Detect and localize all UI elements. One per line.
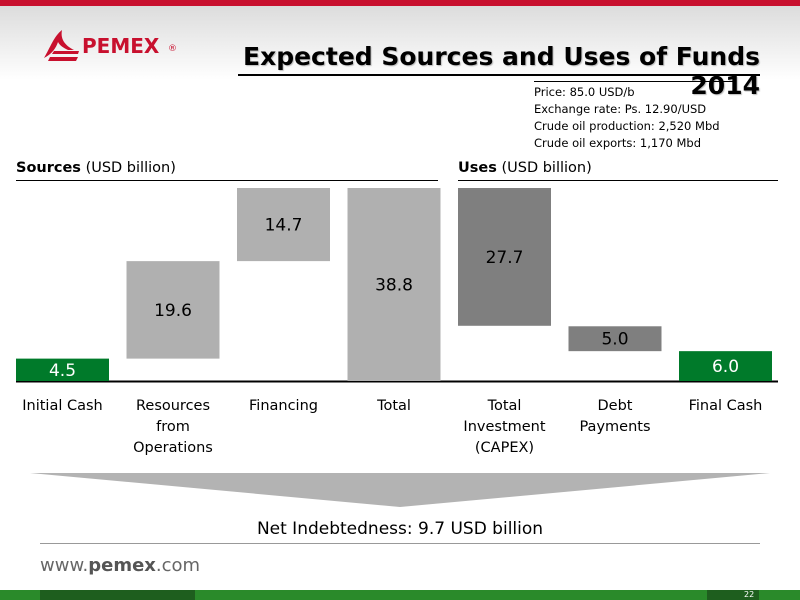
footer-bar [0,590,800,600]
sources-heading-unit: (USD billion) [85,160,176,176]
url-brand: pemex [88,555,156,576]
category-label-line: Total [377,398,411,414]
url-suffix: .com [155,555,201,576]
net-indebtedness-label: Net Indebtedness: [256,519,419,539]
assumptions-rule [534,81,736,82]
footer-accent-right [707,590,759,600]
bar-value-label: 19.6 [154,301,192,321]
uses-rule [458,180,778,181]
sources-heading: Sources (USD billion) [16,160,176,176]
footer-accent-left [40,590,195,600]
bar-initial-cash [16,358,109,381]
net-indebtedness: Net Indebtedness: 9.7 USD billion [0,519,800,539]
bar-value-label: 14.7 [265,216,303,236]
assumption-price: Price: 85.0 USD/b [534,85,635,99]
brand-name: PEMEX [82,34,160,58]
category-label-line: Debt [597,398,633,414]
category-label-line: Payments [579,419,651,435]
category-label-line: Resources [135,398,211,414]
top-accent-bar [0,0,800,6]
category-label-line: Final Cash [688,398,763,414]
net-indebtedness-value: 9.7 USD billion [418,519,544,539]
assumption-exports: Crude oil exports: 1,170 Mbd [534,136,702,150]
title-underline [238,74,760,76]
assumption-exchange-rate: Exchange rate: Ps. 12.90/USD [534,102,707,116]
assumption-production: Crude oil production: 2,520 Mbd [534,119,720,133]
category-label: Initial Cash [7,396,119,417]
down-arrow-icon [30,473,770,507]
bar-value-label: 38.8 [375,276,413,296]
category-label-line: Operations [133,440,213,456]
sources-rule [16,180,438,181]
assumptions-block: Price: 85.0 USD/b Exchange rate: Ps. 12.… [534,84,720,152]
registered-mark: ® [168,44,177,54]
bar-value-label: 6.0 [712,357,739,377]
category-label: Final Cash [670,396,782,417]
bar-total-investment-capex [458,188,551,326]
uses-heading-unit: (USD billion) [501,160,592,176]
pemex-logo-icon [44,30,79,61]
category-label: Total [338,396,450,417]
footer-divider [40,543,760,544]
bar-value-label: 5.0 [601,330,628,350]
category-label: Debt Payments [559,396,671,438]
bar-debt-payments [568,326,662,352]
header-background [0,6,800,80]
category-label-line: from [156,419,190,435]
uses-heading: Uses (USD billion) [458,160,592,176]
category-label-line: Total [487,398,522,414]
url-prefix: www. [40,555,89,576]
sources-heading-label: Sources [16,160,81,176]
category-label-line: Investment [463,419,546,435]
category-label-line: Initial Cash [22,398,103,414]
bar-final-cash [679,351,772,381]
category-label-line: (CAPEX) [474,440,535,456]
uses-heading-label: Uses [458,160,497,176]
category-label: Financing [228,396,340,417]
bar-value-label: 27.7 [486,248,524,268]
category-label: Total Investment (CAPEX) [449,396,561,459]
page-number: 22 [744,590,755,599]
bar-financing [237,188,330,262]
website-link[interactable]: www.pemex.com [40,555,200,576]
category-label-line: Financing [249,398,318,414]
bar-value-label: 4.5 [49,361,76,381]
bar-resources-from-operations [126,261,220,359]
category-label: Resources from Operations [117,396,229,459]
bar-total [347,188,441,381]
